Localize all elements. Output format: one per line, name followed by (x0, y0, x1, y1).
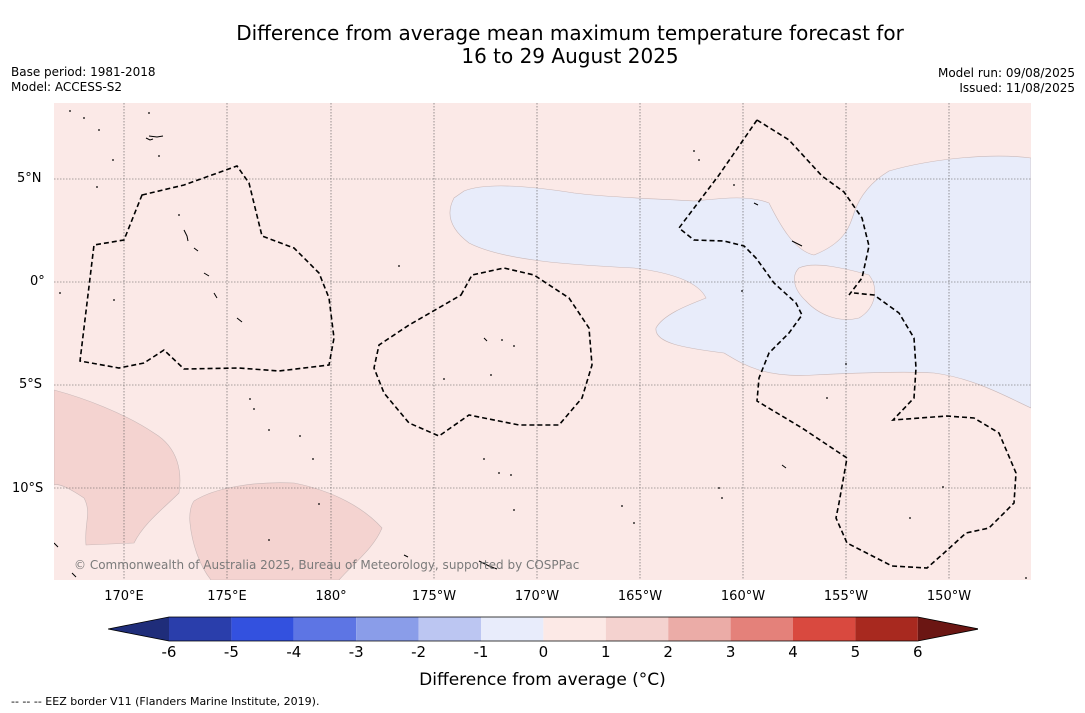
eez-legend-note: -- -- -- EEZ border V11 (Flanders Marine… (11, 695, 320, 708)
chart-title: Difference from average mean maximum tem… (0, 22, 1085, 68)
anomaly-region-negative (449, 155, 1031, 409)
colorbar-label: Difference from average (°C) (419, 670, 666, 690)
colorbar-segment (605, 617, 669, 641)
lon-label-170w: 170°W (514, 589, 560, 604)
colorbar-segment (418, 617, 481, 641)
map-svg (54, 103, 1031, 580)
colorbar-segment (730, 617, 793, 641)
map-panel (54, 103, 1031, 580)
colorbar-segment (668, 617, 731, 641)
lon-label-160w: 160°W (720, 589, 766, 604)
issued-date: Issued: 11/08/2025 (959, 81, 1075, 95)
model-name: Model: ACCESS-S2 (11, 80, 123, 94)
colorbar-tick-label: 6 (913, 643, 923, 661)
anomaly-region-s (189, 482, 383, 580)
colorbar-tick-label: 5 (850, 643, 861, 661)
colorbar-tick-label: -4 (286, 643, 302, 661)
eez-kiribati-line-north (756, 119, 870, 296)
model-run: Model run: 09/08/2025 (937, 66, 1075, 80)
lon-label-165w: 165°W (617, 589, 663, 604)
colorbar-tick-label: -6 (161, 643, 177, 661)
title-line-1: Difference from average mean maximum tem… (236, 21, 904, 45)
base-period: Base period: 1981-2018 (11, 65, 156, 79)
colorbar-svg (107, 616, 979, 642)
colorbar-extend-high (917, 617, 979, 641)
islands (54, 135, 803, 578)
colorbar-tick-label: -5 (223, 643, 239, 661)
colorbar-segment (169, 617, 232, 641)
lon-label-180: 180° (315, 589, 347, 604)
colorbar-segment (481, 617, 544, 641)
anomaly-island-positive (794, 264, 876, 320)
meta-left: Base period: 1981-2018 Model: ACCESS-S2 (11, 65, 156, 95)
copyright-notice: © Commonwealth of Australia 2025, Bureau… (74, 558, 580, 572)
title-line-2: 16 to 29 August 2025 (461, 44, 679, 68)
colorbar-segment (543, 617, 606, 641)
lat-label-5n: 5°N (17, 171, 42, 186)
anomaly-region-sw (54, 389, 181, 546)
colorbar-tick-label: 0 (538, 643, 549, 661)
eez-borders (79, 119, 1017, 569)
lat-label-0: 0° (30, 274, 45, 289)
colorbar-tick-label: -2 (411, 643, 427, 661)
lon-label-170e: 170°E (104, 589, 144, 604)
colorbar-tick-label: -1 (473, 643, 489, 661)
colorbar-tick-label: 3 (725, 643, 736, 661)
lon-label-155w: 155°W (823, 589, 869, 604)
lat-label-10s: 10°S (12, 481, 44, 496)
colorbar (107, 616, 979, 648)
colorbar-segment (293, 617, 357, 641)
eez-kiribati-line-mid (677, 119, 1017, 569)
colorbar-tick-label: 4 (788, 643, 798, 661)
colorbar-segment (231, 617, 294, 641)
eez-kiribati-gilbert (79, 165, 335, 372)
colorbar-segment (855, 617, 918, 641)
graticule (54, 103, 1031, 580)
eez-kiribati-phoenix (373, 267, 593, 437)
meta-right: Model run: 09/08/2025 Issued: 11/08/2025 (938, 66, 1075, 96)
lat-label-5s: 5°S (19, 377, 43, 392)
colorbar-tick-label: 2 (663, 643, 673, 661)
lon-label-150w: 150°W (926, 589, 972, 604)
lon-label-175w: 175°W (411, 589, 457, 604)
colorbar-tick-label: 1 (601, 643, 611, 661)
island-dots (59, 110, 1027, 579)
colorbar-segment (793, 617, 856, 641)
colorbar-tick-label: -3 (348, 643, 364, 661)
colorbar-extend-low (108, 617, 169, 641)
lon-label-175e: 175°E (207, 589, 247, 604)
colorbar-segment (356, 617, 419, 641)
